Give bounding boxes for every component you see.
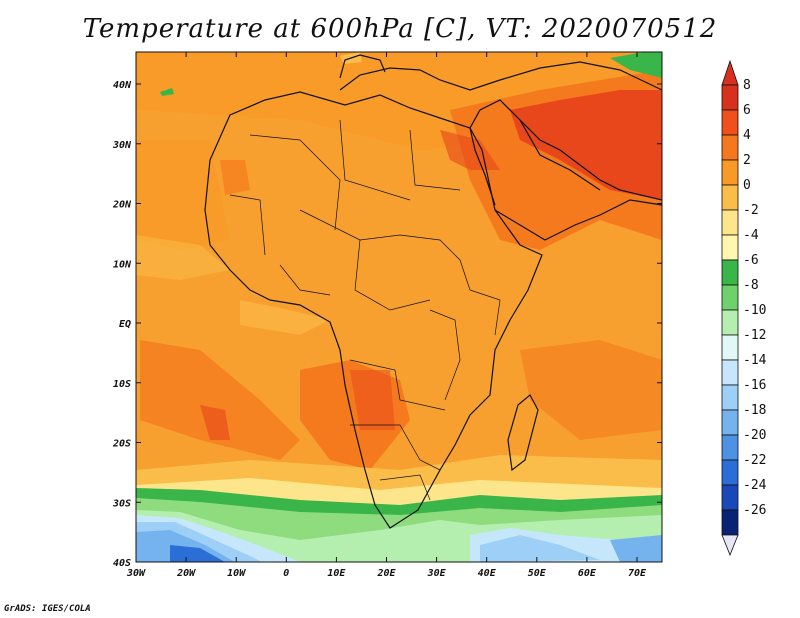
- colorbar-segment: [721, 184, 739, 211]
- lat-label: 20N: [112, 200, 132, 211]
- colorbar-label: -6: [743, 253, 759, 268]
- colorbar-segment: [721, 359, 739, 386]
- colorbar-label: -12: [743, 328, 766, 343]
- colorbar-segment: [721, 134, 739, 161]
- colorbar-label: 6: [743, 103, 751, 118]
- colorbar-label: 2: [743, 153, 751, 168]
- colorbar-label: -14: [743, 353, 767, 368]
- colorbar-segment: [721, 84, 739, 111]
- latitude-axis: 40N 30N 20N 10N EQ 10S 20S 30S 40S: [112, 80, 662, 569]
- colorbar-label: -26: [743, 503, 766, 518]
- colorbar-label: -4: [743, 228, 759, 243]
- colorbar-segment: [721, 484, 739, 511]
- colorbar-label: -22: [743, 453, 766, 468]
- colorbar-segment: [721, 384, 739, 411]
- colorbar-label: -2: [743, 203, 759, 218]
- colorbar-label: -8: [743, 278, 759, 293]
- lon-label: 50E: [528, 568, 547, 579]
- colorbar-label: -18: [743, 403, 766, 418]
- longitude-axis: 30W 20W 10W 0 10E 20E 30E 40E 50E 60E 70E: [126, 52, 647, 579]
- colorbar: 8 6 4 2 0 -2 -4 -6 -8 -10 -12 -14 -16 -18 -20 -22 -24 -26: [721, 59, 767, 557]
- lon-label: 60E: [578, 568, 597, 579]
- colorbar-segment: [721, 284, 739, 311]
- lon-label: 70E: [628, 568, 647, 579]
- lon-label: 30W: [126, 568, 146, 579]
- colorbar-segment: [721, 209, 739, 236]
- lat-label: 10S: [113, 379, 131, 390]
- lon-label: 30E: [427, 568, 447, 579]
- lon-label: 10W: [227, 568, 246, 579]
- colorbar-label: -20: [743, 428, 766, 443]
- colorbar-segment: [721, 234, 739, 261]
- plot-frame: [135, 51, 663, 563]
- iran-hot: [510, 90, 662, 200]
- lat-label: 30N: [112, 140, 132, 151]
- colorbar-segment: [721, 309, 739, 336]
- colorbar-label: -16: [743, 378, 766, 393]
- colorbar-label: 8: [743, 78, 751, 93]
- temperature-field: [136, 52, 662, 562]
- lat-label: 20S: [112, 439, 131, 450]
- lon-label: 40E: [478, 568, 497, 579]
- credit-text: GrADS: IGES/COLA: [4, 604, 91, 614]
- country-borders: [229, 119, 501, 501]
- colorbar-segment: [721, 409, 739, 436]
- lat-label: 40N: [113, 80, 132, 91]
- lon-label: 0: [283, 568, 289, 579]
- colorbar-label: -10: [743, 303, 766, 318]
- lat-label: EQ: [119, 319, 131, 330]
- colorbar-segment: [721, 459, 739, 486]
- map-title: Temperature at 600hPa [C], VT: 202007051…: [82, 14, 718, 44]
- lon-label: 10E: [327, 568, 346, 579]
- colorbar-bottom-arrow: [721, 534, 739, 557]
- colorbar-segment: [721, 509, 739, 536]
- colorbar-segment: [721, 434, 739, 461]
- colorbar-label: 4: [743, 128, 751, 143]
- lon-label: 20E: [376, 568, 396, 579]
- colorbar-label: -24: [743, 478, 767, 493]
- deep-blue-region: [170, 545, 225, 562]
- colorbar-top-arrow: [721, 59, 739, 86]
- lat-label: 10N: [113, 259, 132, 270]
- lon-label: 20W: [176, 568, 196, 579]
- lat-label: 40S: [113, 558, 131, 569]
- colorbar-segment: [721, 109, 739, 136]
- colorbar-segment: [721, 334, 739, 361]
- colorbar-segment: [721, 259, 739, 286]
- colorbar-segment: [721, 159, 739, 186]
- coastlines: [204, 54, 662, 529]
- colorbar-label: 0: [743, 178, 751, 193]
- lat-label: 30S: [112, 498, 131, 509]
